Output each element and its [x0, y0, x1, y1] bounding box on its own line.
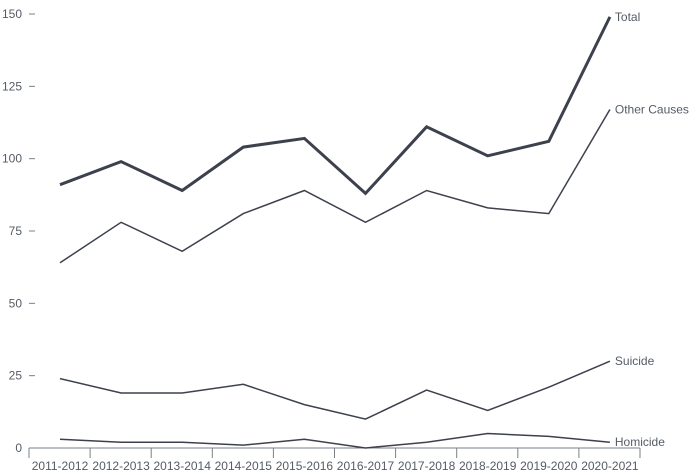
x-axis: 2011-2012 2012-2013 2013-2014 2014-2015 2015… [28, 447, 641, 473]
x-tick-label: 2017-2018 [398, 459, 456, 473]
y-tick-label: 100 [2, 152, 22, 166]
series-label-homicide: Homicide [615, 435, 665, 449]
y-tick-label: 125 [2, 79, 22, 93]
series-line-homicide [59, 432, 610, 449]
series-lines [59, 16, 612, 449]
x-tick-label: 2013-2014 [154, 459, 212, 473]
series-line-other-causes [59, 109, 611, 264]
series-line-total [59, 16, 612, 196]
y-tick-label: 0 [15, 441, 22, 455]
y-tick-label: 50 [9, 296, 23, 310]
y-tick-label: 75 [9, 224, 23, 238]
x-tick-label: 2016-2017 [337, 459, 395, 473]
x-tick-label: 2011-2012 [32, 459, 89, 473]
series-label-suicide: Suicide [615, 354, 655, 368]
series-label-other-causes: Other Causes [615, 102, 689, 116]
series-line-suicide [59, 360, 611, 420]
x-tick-label: 2020-2021 [581, 459, 639, 473]
y-axis: 0 25 50 75 100 125 150 [2, 7, 35, 455]
y-tick-label: 25 [9, 369, 23, 383]
y-tick-label: 150 [2, 7, 22, 21]
series-label-total: Total [615, 10, 640, 24]
series-labels: Total Other Causes Suicide Homicide [615, 10, 689, 449]
x-tick-label: 2018-2019 [459, 459, 517, 473]
x-tick-label: 2012-2013 [92, 459, 150, 473]
x-tick-label: 2019-2020 [520, 459, 578, 473]
x-tick-label: 2014-2015 [215, 459, 273, 473]
x-tick-label: 2015-2016 [276, 459, 334, 473]
